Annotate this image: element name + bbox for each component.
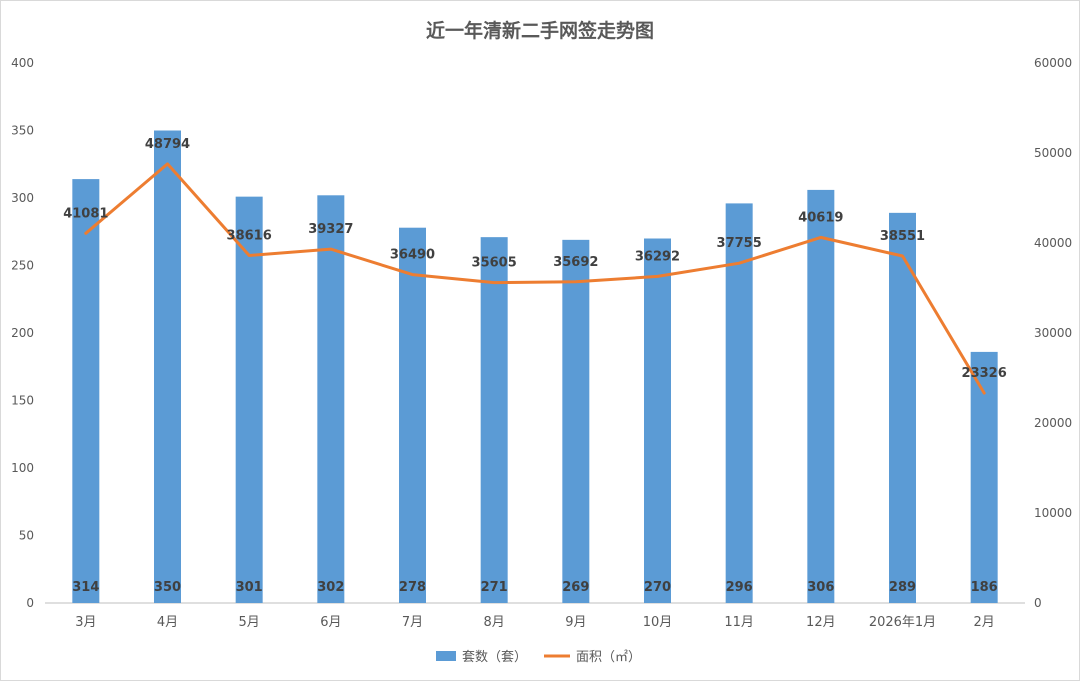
x-tick-label: 5月	[239, 615, 260, 630]
y-left-tick-label: 350	[11, 124, 34, 138]
bar	[889, 212, 916, 603]
bar	[725, 203, 753, 603]
y-left-tick-label: 300	[11, 191, 34, 205]
right-axis: 0 10000 20000 30000 40000 50000 60000	[1034, 56, 1072, 610]
y-left-tick-label: 400	[11, 56, 34, 70]
bar-data-label: 186	[971, 580, 998, 595]
line-series: 41081 48794 38616 39327 36490 35605 35692 36292…	[63, 137, 1007, 395]
bar	[480, 237, 508, 603]
line-data-label: 41081	[63, 206, 108, 221]
bar-data-label: 302	[317, 580, 344, 595]
y-left-tick-label: 100	[11, 461, 34, 475]
legend: 套数（套） 面积（㎡）	[436, 649, 641, 665]
bar	[970, 351, 998, 603]
chart-title: 近一年清新二手网签走势图	[426, 19, 654, 42]
y-left-tick-label: 150	[11, 394, 34, 408]
x-tick-label: 9月	[565, 615, 586, 630]
x-axis: 3月 4月 5月 6月 7月 8月 9月 10月 11月 12月 2026年1月 2月	[45, 602, 1025, 630]
y-right-tick-label: 30000	[1034, 326, 1072, 340]
bar-data-label: 296	[726, 580, 753, 595]
line-data-label: 36292	[635, 249, 680, 264]
bar-data-label: 271	[481, 580, 508, 595]
bar-data-label: 289	[889, 580, 916, 595]
line-data-label: 37755	[717, 236, 762, 251]
bar	[72, 179, 100, 603]
y-right-tick-label: 50000	[1034, 146, 1072, 160]
legend-label-bar: 套数（套）	[462, 649, 527, 665]
x-tick-label: 8月	[484, 615, 505, 630]
y-right-tick-label: 40000	[1034, 236, 1072, 250]
y-left-tick-label: 250	[11, 259, 34, 273]
x-tick-label: 11月	[724, 615, 754, 630]
bar-data-label: 306	[807, 580, 834, 595]
line-data-label: 35605	[472, 256, 517, 271]
bar-data-label: 269	[562, 580, 589, 595]
x-tick-label: 12月	[806, 615, 836, 630]
y-right-tick-label: 60000	[1034, 56, 1072, 70]
x-tick-label: 10月	[643, 615, 673, 630]
bar	[399, 227, 426, 603]
x-tick-label: 3月	[75, 615, 96, 630]
y-right-tick-label: 20000	[1034, 416, 1072, 430]
y-right-tick-label: 10000	[1034, 506, 1072, 520]
line-data-label: 38551	[880, 229, 925, 244]
legend-label-line: 面积（㎡）	[576, 650, 641, 665]
line-data-label: 38616	[227, 228, 272, 243]
y-left-tick-label: 200	[11, 326, 34, 340]
bar	[644, 238, 671, 603]
bar	[235, 196, 263, 603]
y-left-tick-label: 50	[19, 529, 34, 543]
bar-data-label: 278	[399, 580, 426, 595]
line-data-label: 48794	[145, 137, 190, 152]
line-data-label: 23326	[962, 366, 1007, 381]
line-data-label: 35692	[553, 255, 598, 270]
y-right-tick-label: 0	[1034, 596, 1042, 610]
bar-series: 314 350 301 302 278 271 269 270 296 306 289 186	[72, 130, 998, 604]
x-tick-label: 6月	[320, 615, 341, 630]
x-tick-label: 7月	[402, 615, 423, 630]
bar	[807, 189, 835, 603]
bar-data-label: 350	[154, 580, 181, 595]
line-path	[84, 162, 986, 395]
x-tick-label: 2026年1月	[869, 615, 936, 630]
line-data-label: 39327	[308, 222, 353, 237]
x-tick-label: 2月	[974, 615, 995, 630]
bar	[154, 130, 181, 603]
bar-data-label: 270	[644, 580, 671, 595]
line-data-label: 40619	[798, 210, 843, 225]
y-left-tick-label: 0	[26, 596, 34, 610]
bar-data-label: 314	[72, 580, 99, 595]
legend-swatch-bar	[436, 651, 456, 661]
left-axis: 0 50 100 150 200 250 300 350 400	[11, 56, 34, 610]
bar	[317, 195, 345, 604]
x-tick-label: 4月	[157, 615, 178, 630]
line-data-label: 36490	[390, 248, 435, 263]
bar-data-label: 301	[236, 580, 263, 595]
bar	[562, 239, 590, 603]
